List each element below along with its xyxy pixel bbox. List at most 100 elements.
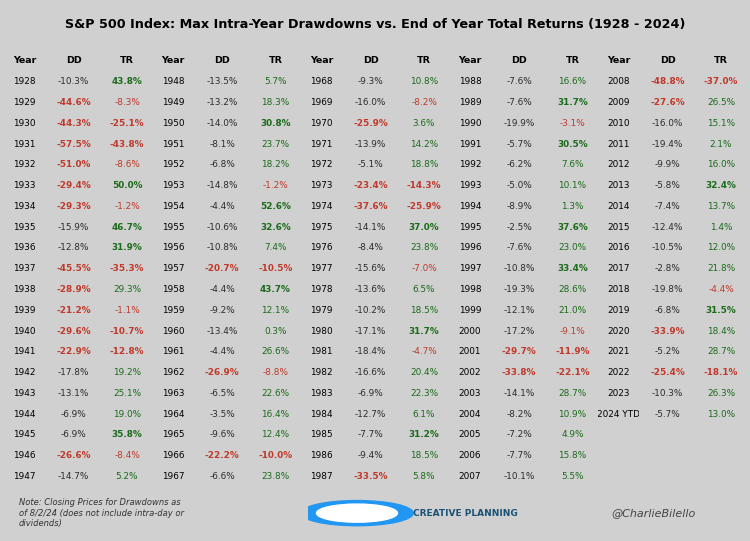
Text: -4.4%: -4.4% <box>209 285 235 294</box>
Text: 1947: 1947 <box>13 472 36 481</box>
Text: 32.6%: 32.6% <box>260 223 291 232</box>
Text: -8.8%: -8.8% <box>262 368 289 377</box>
Text: -6.9%: -6.9% <box>358 389 383 398</box>
Text: 2017: 2017 <box>608 264 630 273</box>
Text: 16.4%: 16.4% <box>262 410 290 419</box>
Text: -6.9%: -6.9% <box>61 410 86 419</box>
Text: 1982: 1982 <box>310 368 333 377</box>
Text: -6.8%: -6.8% <box>655 306 680 315</box>
Text: 37.6%: 37.6% <box>557 223 588 232</box>
Text: -10.8%: -10.8% <box>206 243 238 253</box>
Text: -16.0%: -16.0% <box>652 119 683 128</box>
Text: -18.1%: -18.1% <box>704 368 738 377</box>
Text: 6.1%: 6.1% <box>413 410 435 419</box>
Text: 18.8%: 18.8% <box>410 160 438 169</box>
Text: -1.2%: -1.2% <box>262 181 289 190</box>
Text: -7.7%: -7.7% <box>506 451 532 460</box>
Text: 1942: 1942 <box>13 368 36 377</box>
Text: -22.2%: -22.2% <box>205 451 239 460</box>
Text: -7.4%: -7.4% <box>655 202 680 211</box>
Text: -3.5%: -3.5% <box>209 410 235 419</box>
Text: -57.5%: -57.5% <box>56 140 91 149</box>
Text: 0.3%: 0.3% <box>264 327 286 335</box>
Text: -13.1%: -13.1% <box>58 389 89 398</box>
Text: 1931: 1931 <box>13 140 36 149</box>
Text: -19.9%: -19.9% <box>503 119 535 128</box>
Text: -13.2%: -13.2% <box>206 98 238 107</box>
Text: -7.2%: -7.2% <box>506 431 532 439</box>
Text: 23.8%: 23.8% <box>262 472 290 481</box>
Text: -26.6%: -26.6% <box>56 451 91 460</box>
Text: -12.7%: -12.7% <box>355 410 386 419</box>
Text: 31.7%: 31.7% <box>557 98 588 107</box>
Text: 30.5%: 30.5% <box>557 140 588 149</box>
Text: -29.3%: -29.3% <box>56 202 91 211</box>
Text: 12.0%: 12.0% <box>707 243 735 253</box>
Text: -29.7%: -29.7% <box>502 347 536 357</box>
Text: Year: Year <box>607 56 630 65</box>
Text: 14.2%: 14.2% <box>410 140 438 149</box>
Text: -13.6%: -13.6% <box>355 285 386 294</box>
Text: 25.1%: 25.1% <box>113 389 141 398</box>
Text: -5.0%: -5.0% <box>506 181 532 190</box>
Text: -12.4%: -12.4% <box>652 223 683 232</box>
Text: 1993: 1993 <box>459 181 482 190</box>
Text: 23.7%: 23.7% <box>262 140 290 149</box>
Text: -1.2%: -1.2% <box>114 202 140 211</box>
Text: 6.5%: 6.5% <box>413 285 435 294</box>
Text: 1962: 1962 <box>162 368 184 377</box>
Text: 7.4%: 7.4% <box>264 243 286 253</box>
Text: -25.1%: -25.1% <box>110 119 144 128</box>
Text: DD: DD <box>363 56 379 65</box>
Text: 13.0%: 13.0% <box>707 410 735 419</box>
Text: Year: Year <box>13 56 36 65</box>
Text: 18.4%: 18.4% <box>707 327 735 335</box>
Text: 2014: 2014 <box>608 202 630 211</box>
Text: 30.8%: 30.8% <box>260 119 291 128</box>
Text: -17.2%: -17.2% <box>503 327 535 335</box>
Text: -16.6%: -16.6% <box>355 368 386 377</box>
Text: -6.5%: -6.5% <box>209 389 235 398</box>
Text: -51.0%: -51.0% <box>56 160 91 169</box>
Text: 2024 YTD: 2024 YTD <box>597 410 640 419</box>
Text: -10.8%: -10.8% <box>503 264 535 273</box>
Text: 12.1%: 12.1% <box>262 306 290 315</box>
Text: -8.4%: -8.4% <box>114 451 140 460</box>
Text: 1956: 1956 <box>162 243 184 253</box>
Text: 21.8%: 21.8% <box>707 264 735 273</box>
Text: Note: Closing Prices for Drawdowns as
of 8/2/24 (does not include intra-day or
d: Note: Closing Prices for Drawdowns as of… <box>19 498 184 528</box>
Text: 1979: 1979 <box>310 306 333 315</box>
Text: 3.6%: 3.6% <box>413 119 435 128</box>
Text: 1996: 1996 <box>459 243 482 253</box>
Text: -8.1%: -8.1% <box>209 140 235 149</box>
Text: 1928: 1928 <box>13 77 36 87</box>
Text: 1969: 1969 <box>310 98 333 107</box>
Text: -2.8%: -2.8% <box>655 264 680 273</box>
Text: 19.2%: 19.2% <box>113 368 141 377</box>
Text: -8.9%: -8.9% <box>506 202 532 211</box>
Text: 1955: 1955 <box>162 223 184 232</box>
Text: -22.1%: -22.1% <box>555 368 590 377</box>
Text: -26.9%: -26.9% <box>205 368 239 377</box>
Text: 1949: 1949 <box>162 98 184 107</box>
Text: 2012: 2012 <box>608 160 630 169</box>
Text: 1945: 1945 <box>13 431 36 439</box>
Text: 1966: 1966 <box>162 451 184 460</box>
Text: 1999: 1999 <box>459 306 482 315</box>
Text: 4.9%: 4.9% <box>561 431 584 439</box>
Text: 18.5%: 18.5% <box>410 451 438 460</box>
Text: -10.7%: -10.7% <box>110 327 144 335</box>
Text: -6.8%: -6.8% <box>209 160 235 169</box>
Text: -19.4%: -19.4% <box>652 140 683 149</box>
Text: 1997: 1997 <box>459 264 482 273</box>
Text: 1959: 1959 <box>162 306 184 315</box>
Text: 5.8%: 5.8% <box>413 472 435 481</box>
Text: -9.6%: -9.6% <box>209 431 235 439</box>
Text: 13.7%: 13.7% <box>707 202 735 211</box>
Text: TR: TR <box>714 56 728 65</box>
Text: -10.5%: -10.5% <box>652 243 683 253</box>
Text: 1965: 1965 <box>162 431 184 439</box>
Text: 10.1%: 10.1% <box>559 181 586 190</box>
Text: 1953: 1953 <box>162 181 184 190</box>
Text: 46.7%: 46.7% <box>112 223 142 232</box>
